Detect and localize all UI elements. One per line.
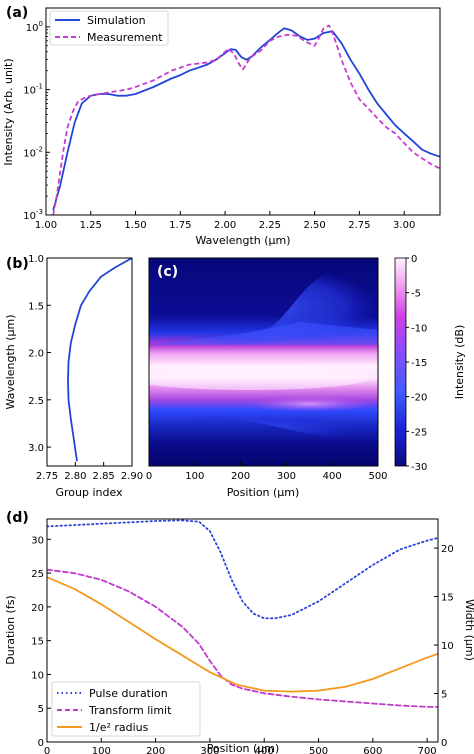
y2-tick-label: 15	[441, 593, 454, 604]
panel-a-label: (a)	[6, 5, 28, 21]
panel-c-label: (c)	[157, 264, 178, 280]
x-tick-label: 500	[368, 471, 387, 482]
x-tick-label: 200	[231, 471, 250, 482]
y-tick-label: 30	[31, 535, 44, 546]
panel-c-frame	[148, 257, 379, 467]
panel-b-frame	[46, 257, 133, 467]
colorbar-tick-label: -5	[411, 289, 421, 300]
x-tick-label: 2.50	[304, 220, 326, 231]
x-tick-label: 500	[309, 746, 328, 754]
x-tick-label: 2.25	[259, 220, 281, 231]
x-tick-label: 1.75	[169, 220, 191, 231]
colorbar-tick-label: -30	[411, 462, 427, 473]
x-tick-label: 2.85	[93, 471, 115, 482]
y-tick-label: 1.5	[28, 301, 44, 312]
transform-limit-line	[47, 568, 438, 708]
panel-a-legend: Simulation Measurement	[49, 10, 169, 46]
legend-radius-label: 1/e² radius	[89, 721, 149, 734]
x-tick-label: 1.50	[124, 220, 146, 231]
group-index-line	[67, 258, 132, 462]
x-tick-label: 700	[418, 746, 437, 754]
y-tick-label: 10	[31, 670, 44, 681]
series-measurement-line	[52, 24, 440, 215]
colorbar-tick-label: -10	[411, 323, 427, 334]
y-tick-label: 20	[31, 603, 44, 614]
pulse-duration-line	[47, 519, 438, 620]
colorbar: 0 -5 -10 -15 -20 -25 -30 Intensity (dB)	[394, 254, 466, 473]
panel-d-evolution: (d) 0 100 200 300 400 500 600 70005101520253005…	[4, 510, 474, 754]
heatmap-image	[149, 258, 378, 466]
x-tick-label: 100	[92, 746, 111, 754]
panel-a-ylabel: Intensity (Arb. unit)	[2, 58, 15, 165]
colorbar-tick-label: 0	[411, 254, 417, 265]
y-tick-label: 3.0	[28, 443, 44, 454]
x-tick-label: 400	[323, 471, 342, 482]
panel-a-frame	[45, 7, 441, 216]
colorbar-label: Intensity (dB)	[453, 325, 466, 400]
panel-d-xlabel: Position (µm)	[207, 742, 280, 754]
panel-a-xlabel: Wavelength (µm)	[195, 234, 290, 247]
panel-b-label: (b)	[6, 256, 29, 272]
x-tick-label: 2.80	[64, 471, 86, 482]
y-tick-label: 25	[31, 569, 44, 580]
y-tick-label: 100	[26, 20, 43, 34]
y2-tick-label: 5	[441, 690, 447, 701]
series-simulation-line	[52, 27, 440, 211]
x-tick-label: 400	[255, 746, 274, 754]
panel-d-frame	[46, 518, 439, 743]
y-tick-label: 0	[38, 738, 44, 749]
x-tick-label: 2.00	[214, 220, 236, 231]
y-tick-label: 1.0	[28, 254, 44, 265]
x-tick-label: 2.75	[36, 471, 58, 482]
panel-b-ylabel: Wavelength (µm)	[4, 314, 17, 409]
colorbar-tick-label: -25	[411, 427, 427, 438]
y-tick-label: 15	[31, 637, 44, 648]
y-tick-label: 2.5	[28, 396, 44, 407]
legend-measurement-label: Measurement	[87, 31, 163, 44]
y-tick-label: 5	[38, 704, 44, 715]
y-tick-label: 10-1	[23, 83, 43, 97]
x-tick-label: 300	[277, 471, 296, 482]
x-tick-label: 1.25	[80, 220, 102, 231]
x-tick-label: 2.75	[348, 220, 370, 231]
colorbar-tick-label: -20	[411, 393, 427, 404]
radius-line	[47, 576, 438, 693]
x-tick-label: 0	[146, 471, 152, 482]
y2-tick-label: 10	[441, 641, 454, 652]
panel-d-legend: Pulse duration Transform limit 1/e² radi…	[51, 681, 201, 737]
colorbar-tick-label: -15	[411, 358, 427, 369]
panel-c-heatmap: (c) 0 100 200 300 400 500 Position (µm) 0 -5 -1…	[146, 254, 466, 499]
panel-b-group-index: (b) 2.75 2.80 2.85 2.90 1.0 1.5 2.0 2.5 3.0 Grou…	[4, 254, 143, 499]
legend-pulse-duration-label: Pulse duration	[89, 687, 168, 700]
panel-c-xlabel: Position (µm)	[227, 486, 300, 499]
y-tick-label: 10-2	[23, 145, 43, 159]
x-tick-label: 100	[185, 471, 204, 482]
legend-simulation-label: Simulation	[87, 14, 146, 27]
y2-tick-label: 0	[441, 738, 447, 749]
legend-transform-limit-label: Transform limit	[88, 704, 172, 717]
panel-d-ylabel: Duration (fs)	[4, 595, 17, 664]
panel-b-xlabel: Group index	[55, 486, 123, 499]
x-tick-label: 0	[44, 746, 50, 754]
x-tick-label: 3.00	[393, 220, 415, 231]
x-tick-label: 300	[200, 746, 219, 754]
y2-tick-label: 20	[441, 544, 454, 555]
x-tick-label: 200	[146, 746, 165, 754]
x-tick-label: 1.00	[35, 220, 57, 231]
panel-a-spectrum: (a) 1.00 1.25 1.50 1.75 2.00 2.25 2.50 2.75 3.00…	[2, 5, 441, 247]
y-tick-label: 10-3	[23, 208, 43, 222]
panel-d-label: (d)	[6, 510, 29, 526]
x-tick-label: 2.90	[121, 471, 143, 482]
x-tick-label: 600	[363, 746, 382, 754]
y-tick-label: 2.0	[28, 349, 44, 360]
panel-d-y2label: Width (µm)	[463, 599, 474, 661]
